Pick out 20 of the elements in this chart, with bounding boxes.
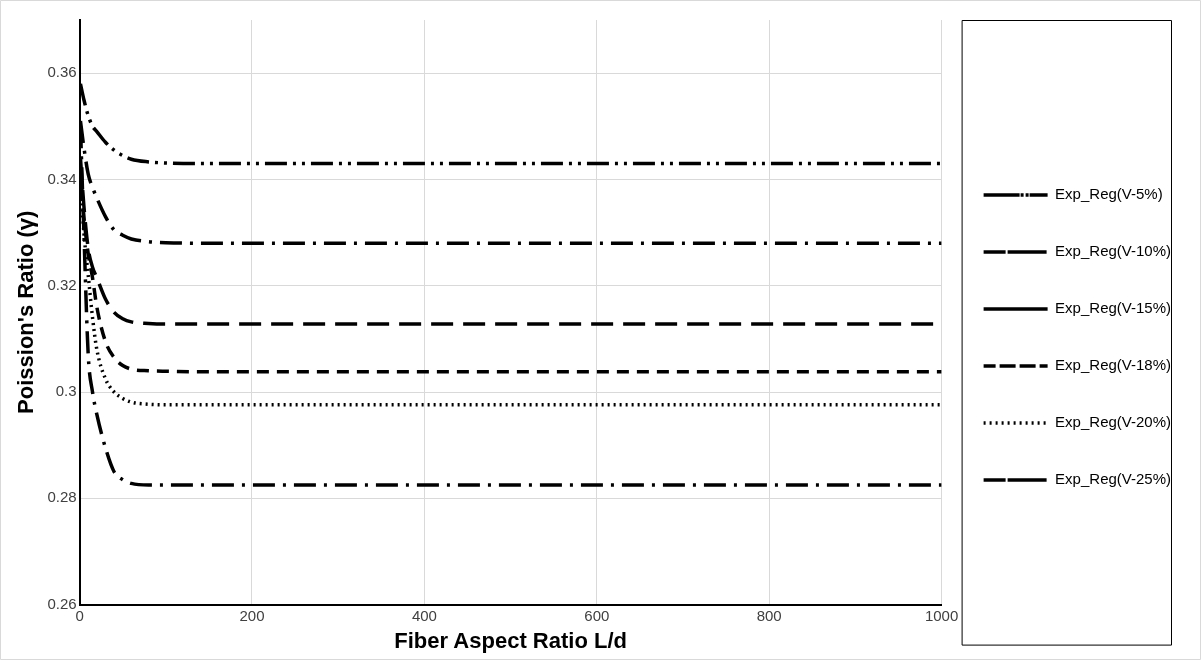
- y-axis-title: Poission's Ratio (γ): [13, 210, 39, 414]
- x-tick-label: 1000: [924, 606, 959, 624]
- y-tick-label: 0.34: [47, 169, 77, 187]
- legend-label: Exp_Reg(V-25%): [1055, 470, 1172, 488]
- legend-label: Exp_Reg(V-15%): [1055, 299, 1172, 317]
- y-tick-label: 0.32: [47, 275, 77, 293]
- x-tick-label: 400: [411, 606, 437, 624]
- x-tick-label: 800: [756, 606, 782, 624]
- legend-label: Exp_Reg(V-18%): [1055, 356, 1172, 374]
- x-axis-title: Fiber Aspect Ratio L/d: [394, 627, 627, 653]
- y-tick-label: 0.3: [55, 382, 77, 400]
- y-tick-label: 0.28: [47, 488, 77, 506]
- x-tick-label: 0: [75, 606, 84, 624]
- x-tick-label: 200: [239, 606, 265, 624]
- legend-label: Exp_Reg(V-10%): [1055, 242, 1172, 260]
- y-tick-label: 0.36: [47, 63, 77, 81]
- legend-label: Exp_Reg(V-20%): [1055, 413, 1172, 431]
- y-tick-label: 0.26: [47, 594, 77, 612]
- legend-label: Exp_Reg(V-5%): [1055, 185, 1163, 203]
- x-tick-label: 600: [584, 606, 610, 624]
